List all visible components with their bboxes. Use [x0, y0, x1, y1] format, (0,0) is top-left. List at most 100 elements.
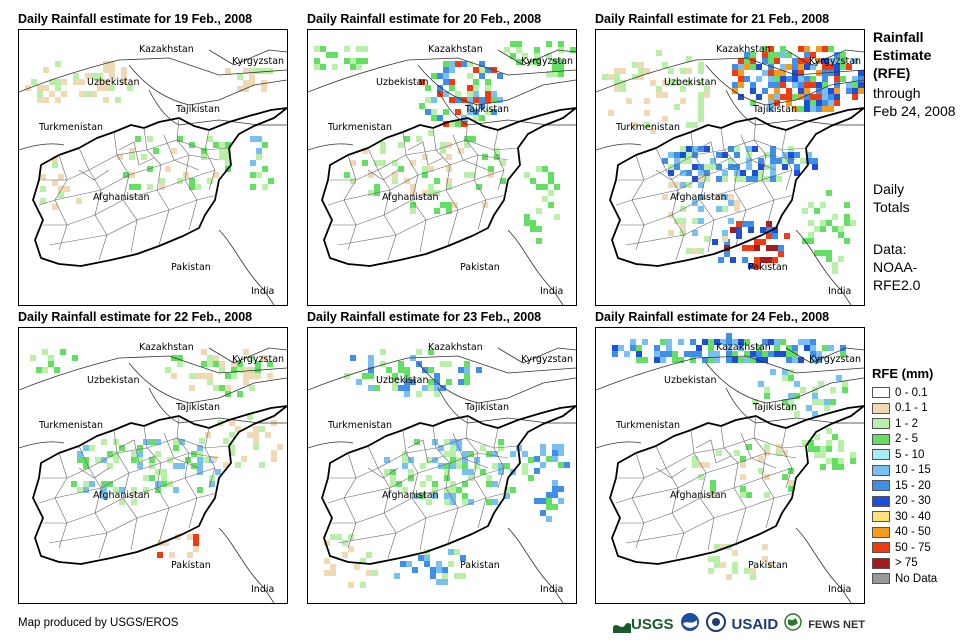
legend-label: 1 - 2: [895, 417, 919, 430]
rainfall-cell: [692, 176, 698, 182]
rainfall-cell: [800, 387, 806, 393]
rainfall-cell: [468, 451, 474, 457]
rainfall-cell: [225, 142, 231, 148]
rainfall-cell: [103, 85, 109, 91]
rainfall-cell: [255, 68, 261, 74]
rainfall-cell: [497, 97, 503, 103]
rainfall-cell: [722, 206, 728, 212]
rainfall-cell: [858, 88, 864, 94]
rainfall-cell: [425, 109, 431, 115]
rainfall-cell: [458, 367, 464, 373]
rainfall-cell: [431, 73, 437, 79]
rainfall-cell: [632, 74, 638, 80]
rainfall-cell: [219, 148, 225, 154]
rainfall-cell: [330, 564, 336, 570]
label-tajikistan: Tajikistan: [175, 104, 220, 115]
sidebar-daily-line: Daily: [873, 181, 905, 197]
rainfall-cell: [838, 256, 844, 262]
rainfall-cell: [261, 355, 267, 361]
rainfall-cell: [686, 56, 692, 62]
rainfall-cell: [764, 387, 770, 393]
rainfall-cell: [419, 103, 425, 109]
rainfall-cell: [686, 152, 692, 158]
rainfall-cell: [443, 61, 449, 67]
rainfall-cell: [540, 444, 546, 450]
rainfall-cell: [524, 214, 530, 220]
rainfall-cell: [768, 94, 774, 100]
rainfall-cell: [732, 70, 738, 76]
panel-title: Daily Rainfall estimate for 20 Feb., 200…: [307, 12, 542, 26]
rainfall-cell: [816, 82, 822, 88]
rainfall-cell: [772, 233, 778, 239]
rainfall-cell: [494, 154, 500, 160]
rainfall-cell: [754, 263, 760, 269]
rainfall-cell: [55, 85, 61, 91]
rainfall-cell: [772, 227, 778, 233]
rainfall-cell: [762, 70, 768, 76]
rainfall-cell: [356, 64, 362, 70]
rainfall-cell: [43, 85, 49, 91]
rainfall-cell: [380, 361, 386, 367]
rainfall-cell: [832, 464, 838, 470]
rainfall-cell: [314, 46, 320, 52]
rainfall-cell: [408, 475, 414, 481]
rainfall-cell: [350, 64, 356, 70]
rainfall-cell: [193, 540, 199, 546]
map-panel-19feb: Daily Rainfall estimate for 19 Feb., 200…: [18, 12, 290, 308]
rainfall-cell: [536, 184, 542, 190]
rainfall-cell: [704, 92, 710, 98]
rainfall-cell: [772, 257, 778, 263]
rainfall-cell: [732, 550, 738, 556]
rainfall-cell: [135, 136, 141, 142]
rainfall-cell: [30, 355, 36, 361]
rainfall-cell: [822, 345, 828, 351]
rainfall-cell: [534, 53, 540, 59]
rainfall-cell: [750, 351, 756, 357]
legend: RFE (mm) 0 - 0.1 0.1 - 1 1 - 2 2 - 5 5 - 10 1…: [872, 366, 937, 587]
rainfall-cell: [492, 451, 498, 457]
rainfall-cell: [77, 451, 83, 457]
rainfall-cell: [668, 170, 674, 176]
rainfall-cell: [440, 142, 446, 148]
label-turkmenistan: Turkmenistan: [38, 420, 103, 431]
rainfall-cell: [261, 68, 267, 74]
rainfall-cell: [750, 52, 756, 58]
rainfall-cell: [684, 351, 690, 357]
label-turkmenistan: Turkmenistan: [327, 122, 392, 133]
rainfall-cell: [492, 481, 498, 487]
rainfall-cell: [36, 367, 42, 373]
rainfall-cell: [774, 82, 780, 88]
rainfall-cell: [476, 184, 482, 190]
rainfall-cell: [113, 457, 119, 463]
rainfall-cell: [392, 373, 398, 379]
usgs-logo: USGS: [613, 616, 674, 633]
rainfall-cell: [824, 399, 830, 405]
rainfall-cell: [464, 172, 470, 178]
rainfall-cell: [686, 80, 692, 86]
rainfall-cell: [147, 136, 153, 142]
rainfall-cell: [852, 76, 858, 82]
rainfall-cell: [540, 498, 546, 504]
rainfall-cell: [818, 399, 824, 405]
rainfall-cell: [534, 498, 540, 504]
panel-title: Daily Rainfall estimate for 22 Feb., 200…: [18, 310, 253, 324]
rainfall-cell: [449, 61, 455, 67]
rainfall-cell: [320, 64, 326, 70]
rainfall-cell: [840, 345, 846, 351]
rainfall-cell: [788, 158, 794, 164]
legend-item: 0 - 0.1: [872, 385, 937, 401]
rainfall-cell: [546, 71, 552, 77]
rainfall-cell: [431, 109, 437, 115]
rainfall-cell: [740, 492, 746, 498]
usgs-logo-text: USGS: [631, 616, 674, 633]
rainfall-cell: [197, 463, 203, 469]
rainfall-cell: [462, 481, 468, 487]
rainfall-cell: [698, 80, 704, 86]
rainfall-cell: [342, 540, 348, 546]
rainfall-cell: [644, 110, 650, 116]
rainfall-cell: [437, 115, 443, 121]
rainfall-cell: [480, 445, 486, 451]
rainfall-cell: [768, 58, 774, 64]
rainfall-cell: [408, 469, 414, 475]
rainfall-cell: [485, 67, 491, 73]
